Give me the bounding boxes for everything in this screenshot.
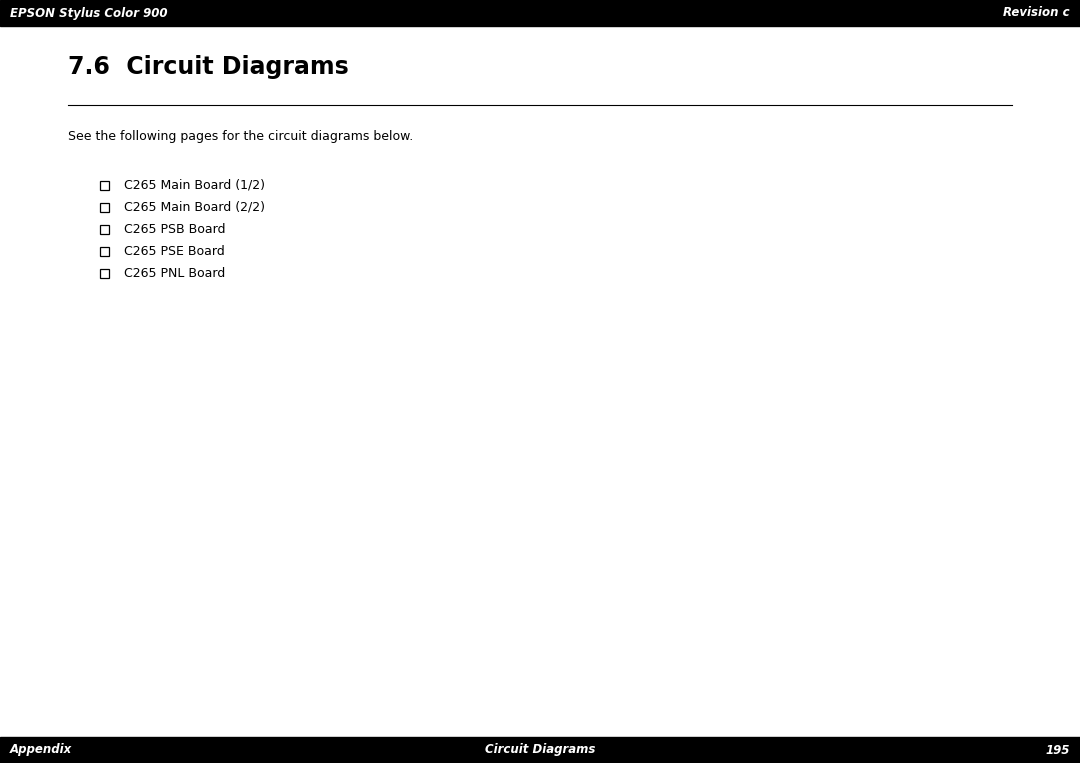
Bar — [0, 737, 1080, 763]
Bar — [100, 246, 109, 256]
Text: EPSON Stylus Color 900: EPSON Stylus Color 900 — [10, 7, 167, 20]
Text: C265 PSE Board: C265 PSE Board — [124, 245, 225, 258]
Text: Circuit Diagrams: Circuit Diagrams — [485, 743, 595, 756]
Text: C265 Main Board (1/2): C265 Main Board (1/2) — [124, 179, 265, 192]
Text: Appendix: Appendix — [10, 743, 72, 756]
Text: See the following pages for the circuit diagrams below.: See the following pages for the circuit … — [68, 130, 414, 143]
Bar — [0, 0, 1080, 26]
Text: C265 PNL Board: C265 PNL Board — [124, 267, 226, 280]
Text: C265 Main Board (2/2): C265 Main Board (2/2) — [124, 201, 265, 214]
Bar — [100, 202, 109, 211]
Text: Revision c: Revision c — [1003, 7, 1070, 20]
Text: C265 PSB Board: C265 PSB Board — [124, 223, 226, 236]
Text: 7.6  Circuit Diagrams: 7.6 Circuit Diagrams — [68, 55, 349, 79]
Text: 195: 195 — [1045, 743, 1070, 756]
Bar — [100, 269, 109, 278]
Bar — [100, 224, 109, 233]
Bar — [100, 181, 109, 189]
